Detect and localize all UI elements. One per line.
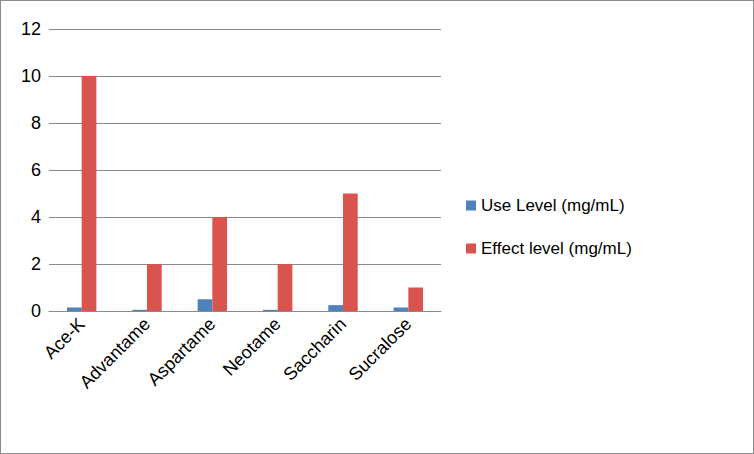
- svg-text:8: 8: [31, 113, 41, 133]
- svg-text:Sucralose: Sucralose: [345, 314, 416, 385]
- svg-text:Aspartame: Aspartame: [144, 314, 220, 390]
- svg-text:Effect level (mg/mL): Effect level (mg/mL): [481, 239, 632, 258]
- svg-text:0: 0: [31, 301, 41, 321]
- svg-text:Saccharin: Saccharin: [279, 314, 350, 385]
- svg-text:6: 6: [31, 160, 41, 180]
- svg-text:Ace-K: Ace-K: [40, 314, 89, 363]
- svg-text:12: 12: [21, 19, 41, 39]
- svg-text:Advantame: Advantame: [76, 314, 154, 392]
- svg-text:2: 2: [31, 254, 41, 274]
- svg-text:10: 10: [21, 66, 41, 86]
- svg-text:Use Level (mg/mL): Use Level (mg/mL): [481, 196, 625, 215]
- svg-text:4: 4: [31, 207, 41, 227]
- svg-text:Neotame: Neotame: [219, 314, 285, 380]
